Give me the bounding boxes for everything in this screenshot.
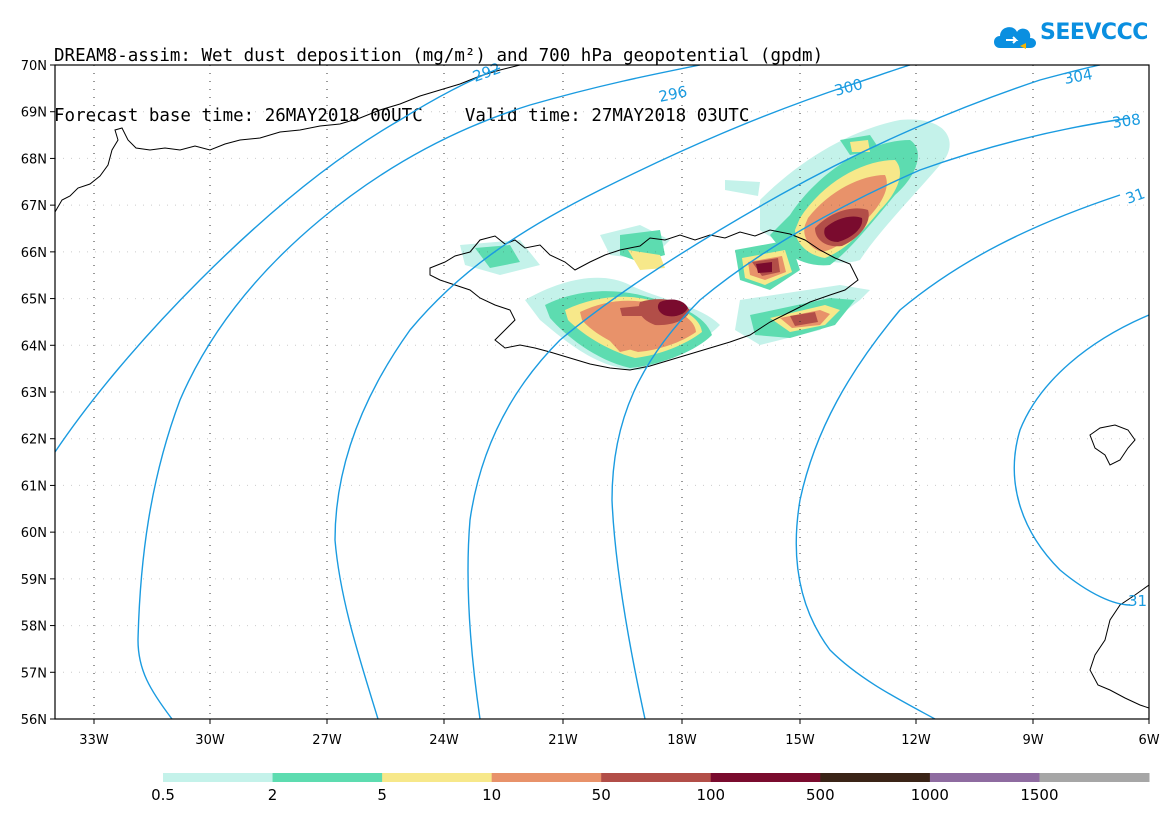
legend-label: 2 xyxy=(268,786,278,804)
faroe-coast xyxy=(1089,424,1136,466)
latitude-label: 68N xyxy=(21,152,47,167)
latitude-label: 66N xyxy=(21,246,47,261)
latitude-label: 70N xyxy=(21,59,47,74)
seevccc-logo: SEEVCCC xyxy=(990,16,1148,56)
color-legend: 0.5 2 5 10 50 100 500 1000 1500 xyxy=(151,773,1150,804)
longitude-labels: 33W 30W 27W 24W 21W 18W 15W 12W 9W 6W xyxy=(79,719,1160,748)
longitude-label: 18W xyxy=(667,733,697,748)
latitude-label: 64N xyxy=(21,339,47,354)
graticule xyxy=(55,65,1149,719)
longitude-label: 12W xyxy=(901,733,931,748)
legend-label: 0.5 xyxy=(151,786,175,804)
legend-swatch xyxy=(491,773,602,782)
longitude-label: 9W xyxy=(1022,733,1043,748)
latitude-label: 67N xyxy=(21,199,47,214)
title-line-2: Forecast base time: 26MAY2018 00UTC Vali… xyxy=(54,106,750,126)
cloud-icon xyxy=(994,27,1036,49)
longitude-label: 24W xyxy=(429,733,459,748)
longitude-label: 33W xyxy=(79,733,109,748)
contour-304 xyxy=(467,65,1101,719)
legend-swatch xyxy=(1039,773,1150,782)
contour-300 xyxy=(334,65,911,719)
legend-swatch xyxy=(382,773,493,782)
latitude-label: 59N xyxy=(21,573,47,588)
scotland-coast xyxy=(1089,584,1149,709)
legend-label: 500 xyxy=(806,786,835,804)
legend-swatch xyxy=(929,773,1040,782)
title-line-1: DREAM8-assim: Wet dust deposition (mg/m²… xyxy=(54,46,824,66)
legend-swatch xyxy=(163,773,274,782)
contour-label-304: 304 xyxy=(1063,65,1094,88)
latitude-label: 58N xyxy=(21,620,47,635)
longitude-label: 27W xyxy=(312,733,342,748)
latitude-label: 62N xyxy=(21,433,47,448)
longitude-label: 6W xyxy=(1138,733,1159,748)
greenland-coast xyxy=(55,65,521,213)
map-title: DREAM8-assim: Wet dust deposition (mg/m²… xyxy=(54,6,823,146)
longitude-label: 15W xyxy=(785,733,815,748)
latitude-label: 60N xyxy=(21,526,47,541)
contour-label-300: 300 xyxy=(832,75,864,100)
latitude-label: 57N xyxy=(21,666,47,681)
latitude-labels: 70N 69N 68N 67N 66N 65N 64N 63N 62N 61N 60N 59N 58N 5… xyxy=(21,59,55,728)
iceland-coast xyxy=(429,229,859,371)
legend-swatch xyxy=(710,773,821,782)
legend-swatch xyxy=(601,773,712,782)
legend-swatch xyxy=(820,773,931,782)
contour-296 xyxy=(137,65,701,719)
contour-label-308: 308 xyxy=(1111,110,1142,132)
dust-deposition-field xyxy=(460,119,950,370)
latitude-label: 69N xyxy=(21,106,47,121)
contour-label-312b: 31 xyxy=(1128,592,1147,610)
legend-label: 50 xyxy=(592,786,611,804)
contour-312b xyxy=(1013,314,1149,606)
contour-292 xyxy=(55,67,501,453)
contour-label-296: 296 xyxy=(657,82,689,106)
contour-label-292: 292 xyxy=(470,59,503,86)
longitude-label: 30W xyxy=(195,733,225,748)
latitude-label: 63N xyxy=(21,386,47,401)
legend-label: 1000 xyxy=(911,786,949,804)
logo-text: SEEVCCC xyxy=(1040,20,1148,45)
legend-label: 10 xyxy=(482,786,501,804)
coastlines xyxy=(55,65,1149,709)
contour-308 xyxy=(611,117,1131,719)
contour-label-312: 31 xyxy=(1123,184,1147,207)
legend-swatch xyxy=(272,773,383,782)
legend-label: 100 xyxy=(696,786,725,804)
legend-label: 5 xyxy=(377,786,387,804)
geopotential-contours xyxy=(55,65,1149,719)
longitude-label: 21W xyxy=(548,733,578,748)
latitude-label: 61N xyxy=(21,479,47,494)
legend-label: 1500 xyxy=(1020,786,1058,804)
latitude-label: 65N xyxy=(21,293,47,308)
latitude-label: 56N xyxy=(21,713,47,728)
contour-312 xyxy=(795,194,1121,719)
